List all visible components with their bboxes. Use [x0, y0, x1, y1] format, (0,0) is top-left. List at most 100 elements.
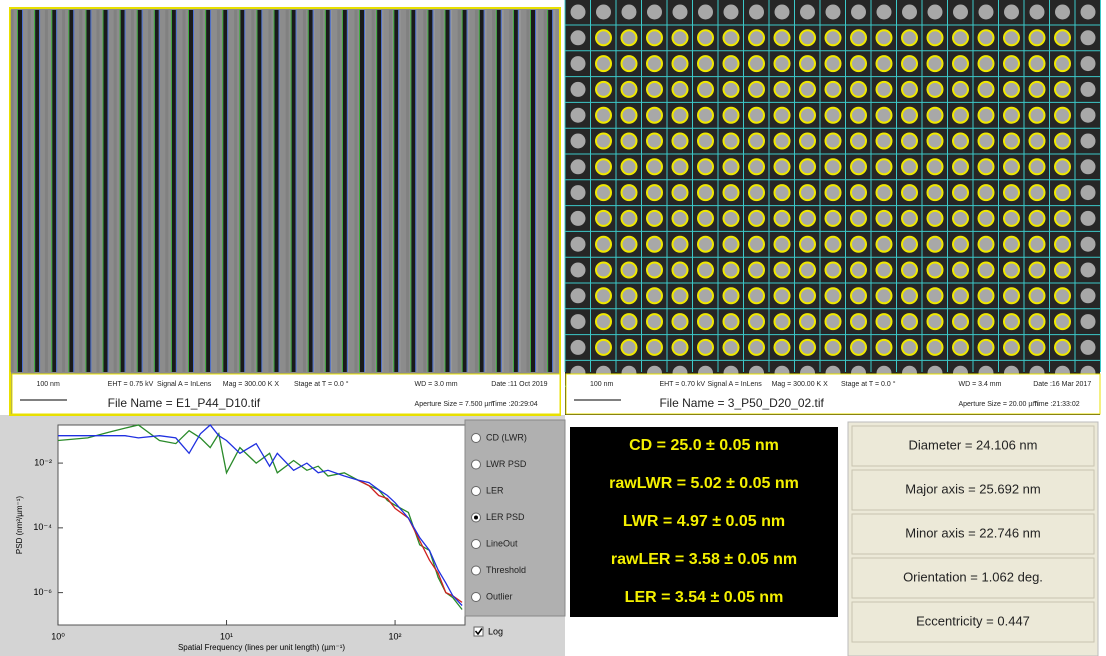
dot [673, 263, 688, 278]
dot [928, 340, 943, 355]
dot [902, 340, 917, 355]
dot [571, 108, 586, 123]
dot [1030, 30, 1045, 45]
measurement: CD = 25.0 ± 0.05 nm [629, 437, 779, 454]
dot [724, 263, 739, 278]
dot [1081, 314, 1096, 329]
dot [724, 314, 739, 329]
info-text: Mag = 300.00 K X [772, 381, 829, 388]
dot [571, 134, 586, 149]
dot [673, 108, 688, 123]
dot [1030, 108, 1045, 123]
dot [1081, 5, 1096, 20]
dot [596, 134, 611, 149]
radio-button[interactable] [472, 460, 481, 469]
dot [928, 211, 943, 226]
measurement: rawLWR = 5.02 ± 0.05 nm [609, 475, 799, 492]
dot [647, 159, 662, 174]
dot [775, 30, 790, 45]
dot [596, 288, 611, 303]
dot [698, 185, 713, 200]
dot [928, 263, 943, 278]
x-tick-label: 10² [389, 631, 402, 641]
dot [673, 5, 688, 20]
radio-button[interactable] [472, 593, 481, 602]
radio-label[interactable]: LineOut [486, 538, 518, 548]
dot [647, 340, 662, 355]
fit-value: Major axis = 25.692 nm [905, 481, 1040, 496]
dot [596, 263, 611, 278]
dot [596, 82, 611, 97]
dot [1055, 108, 1070, 123]
radio-label[interactable]: CD (LWR) [486, 432, 527, 442]
checkbox-label[interactable]: Log [488, 626, 503, 636]
info-text: Signal A = InLens [157, 381, 212, 388]
dot [877, 185, 892, 200]
dot [1081, 108, 1096, 123]
dot [596, 211, 611, 226]
dot [1030, 263, 1045, 278]
dot [928, 82, 943, 97]
dot [953, 237, 968, 252]
dot [953, 340, 968, 355]
dot [851, 185, 866, 200]
dot [928, 134, 943, 149]
dot [979, 211, 994, 226]
dot [953, 134, 968, 149]
dot [1055, 314, 1070, 329]
dot [851, 314, 866, 329]
dot [1030, 314, 1045, 329]
radio-button[interactable] [472, 540, 481, 549]
radio-label[interactable]: Outlier [486, 591, 513, 601]
dot [928, 108, 943, 123]
dot [1030, 185, 1045, 200]
dot [647, 237, 662, 252]
radio-button[interactable] [472, 487, 481, 496]
dot [902, 82, 917, 97]
dot [979, 159, 994, 174]
radio-button[interactable] [472, 566, 481, 575]
dot [928, 30, 943, 45]
dot [902, 237, 917, 252]
dot [698, 314, 713, 329]
dot [647, 56, 662, 71]
file-name: File Name = E1_P44_D10.tif [108, 396, 261, 410]
radio-button[interactable] [472, 434, 481, 443]
info-text: Aperture Size = 7.500 µm [415, 401, 495, 408]
dot [622, 108, 637, 123]
dot [800, 56, 815, 71]
dot [698, 263, 713, 278]
dot [1055, 185, 1070, 200]
dot [953, 82, 968, 97]
dot [800, 185, 815, 200]
dot [775, 288, 790, 303]
dot [1055, 82, 1070, 97]
dot [1055, 288, 1070, 303]
dot [775, 211, 790, 226]
dot [1004, 211, 1019, 226]
dot [826, 237, 841, 252]
dot [1055, 134, 1070, 149]
dot [1081, 237, 1096, 252]
dot [877, 340, 892, 355]
dot [1081, 185, 1096, 200]
dot [749, 5, 764, 20]
radio-label[interactable]: LER [486, 485, 504, 495]
dot [622, 314, 637, 329]
info-text: Date :11 Oct 2019 [491, 381, 547, 388]
dot [851, 82, 866, 97]
radio-label[interactable]: LWR PSD [486, 459, 527, 469]
dot [979, 82, 994, 97]
dot [1030, 159, 1045, 174]
dot [647, 30, 662, 45]
dot [877, 108, 892, 123]
radio-label[interactable]: LER PSD [486, 512, 525, 522]
dot [1030, 82, 1045, 97]
dot [928, 237, 943, 252]
dot [1081, 30, 1096, 45]
dot [622, 56, 637, 71]
radio-label[interactable]: Threshold [486, 565, 526, 575]
dot [851, 5, 866, 20]
dot [1004, 185, 1019, 200]
dot [724, 82, 739, 97]
